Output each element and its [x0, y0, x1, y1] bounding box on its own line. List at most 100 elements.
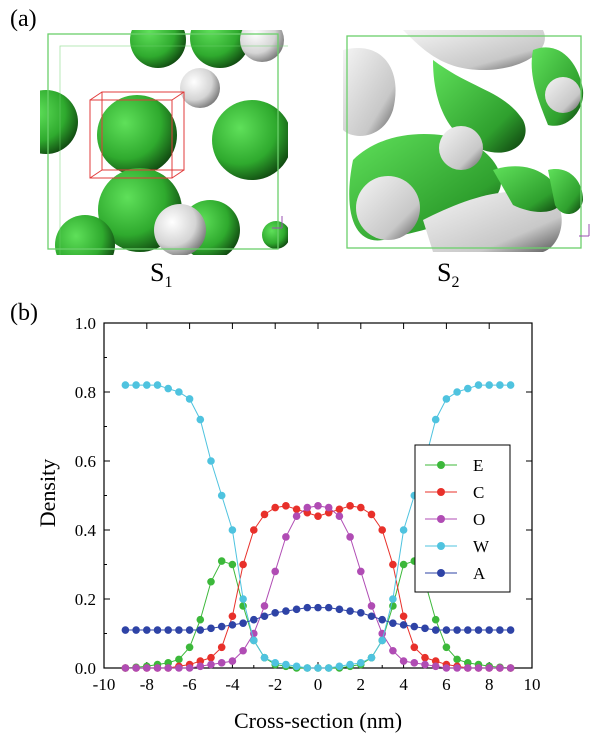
legend-swatch-marker	[437, 461, 445, 469]
data-point-O	[474, 664, 483, 672]
density-profile-chart: -10 -8 -6 -4 -2 0 2 4 6 8 10 0.0 0.2 0.4 0.6 0.8 1.0 ECO…	[35, 314, 541, 733]
data-point-W	[292, 662, 301, 671]
data-point-W	[282, 660, 290, 669]
data-point-E	[453, 655, 461, 664]
x-tick-label: 2	[357, 675, 366, 694]
data-point-W	[132, 381, 140, 389]
s1-particles	[40, 30, 288, 255]
data-point-W	[474, 381, 483, 389]
snapshot-caption-s1: S1	[150, 258, 173, 292]
data-point-W	[399, 526, 408, 534]
data-point-C	[421, 653, 429, 662]
s2-axis-triad	[579, 224, 590, 237]
y-tick-label: 0.8	[75, 383, 96, 402]
legend-swatch-marker	[437, 515, 445, 523]
data-point-W	[185, 395, 194, 403]
data-point-O	[207, 660, 215, 669]
data-point-O	[185, 664, 194, 672]
data-point-A	[314, 603, 322, 612]
data-point-A	[143, 626, 151, 634]
data-point-O	[485, 664, 494, 672]
data-point-O	[303, 503, 312, 512]
data-point-A	[292, 605, 301, 614]
x-tick-label: 6	[442, 675, 451, 694]
data-point-O	[431, 662, 440, 671]
data-point-C	[250, 526, 258, 534]
legend-label: W	[473, 537, 490, 556]
legend-label: C	[473, 483, 484, 502]
s2-network	[343, 30, 584, 252]
data-point-A	[271, 609, 280, 617]
data-point-W	[431, 415, 440, 424]
x-tick-label: 4	[399, 675, 408, 694]
legend-label: E	[473, 456, 483, 475]
data-point-A	[431, 626, 440, 634]
s1-box	[47, 33, 279, 250]
data-point-W	[228, 526, 237, 534]
data-point-W	[346, 660, 354, 669]
data-point-A	[421, 624, 429, 633]
data-point-A	[164, 626, 172, 634]
chart-axes: -10 -8 -6 -4 -2 0 2 4 6 8 10 0.0 0.2 0.4 0.6 0.8 1.0	[75, 314, 541, 694]
data-point-C	[282, 502, 290, 510]
data-point-O	[271, 567, 280, 576]
data-point-W	[357, 659, 365, 667]
data-point-C	[378, 526, 387, 534]
x-tick-label: 0	[314, 675, 323, 694]
data-point-A	[389, 619, 397, 627]
data-point-W	[271, 659, 280, 667]
y-tick-label: 0.4	[75, 521, 97, 540]
data-point-W	[250, 636, 258, 645]
s1-axis-triad	[272, 216, 283, 229]
data-point-C	[399, 612, 408, 621]
data-point-W	[389, 595, 397, 603]
data-point-W	[217, 491, 226, 500]
x-tick-label: -8	[140, 675, 154, 694]
series-O	[121, 502, 515, 672]
data-point-C	[410, 643, 419, 652]
data-point-E	[185, 643, 194, 652]
data-point-E	[217, 557, 226, 565]
data-point-O	[175, 664, 183, 672]
data-point-E	[175, 655, 183, 664]
data-point-O	[399, 657, 408, 665]
data-point-A	[228, 621, 237, 629]
data-point-W	[196, 415, 205, 424]
y-tick-label: 0.6	[75, 452, 96, 471]
data-point-O	[292, 512, 301, 520]
data-point-A	[239, 619, 247, 627]
snapshot-s2-render	[343, 30, 591, 255]
data-point-A	[485, 626, 494, 634]
data-point-C	[217, 643, 226, 652]
data-point-W	[442, 395, 451, 403]
data-point-A	[346, 607, 354, 615]
data-point-E	[207, 577, 215, 586]
data-point-W	[303, 664, 312, 672]
data-point-O	[282, 533, 290, 541]
data-point-O	[421, 660, 429, 669]
data-point-A	[132, 626, 140, 634]
data-point-A	[250, 615, 258, 624]
data-point-O	[260, 602, 269, 610]
data-point-A	[496, 626, 504, 634]
data-point-A	[196, 626, 205, 634]
data-point-O	[335, 512, 344, 520]
data-point-W	[314, 664, 322, 672]
data-point-E	[442, 643, 451, 652]
panel-label-b: (b)	[10, 300, 38, 326]
data-point-C	[239, 560, 247, 569]
data-point-O	[453, 664, 461, 672]
data-point-A	[185, 626, 194, 634]
data-point-A	[453, 626, 461, 634]
data-point-O	[410, 659, 419, 667]
y-tick-label: 0.2	[75, 590, 96, 609]
data-point-C	[335, 505, 344, 514]
data-point-C	[292, 505, 301, 514]
data-point-O	[464, 664, 472, 672]
data-point-A	[378, 615, 387, 624]
data-point-E	[399, 560, 408, 569]
data-point-W	[464, 384, 472, 393]
series-W	[121, 381, 515, 672]
data-point-W	[143, 381, 151, 389]
